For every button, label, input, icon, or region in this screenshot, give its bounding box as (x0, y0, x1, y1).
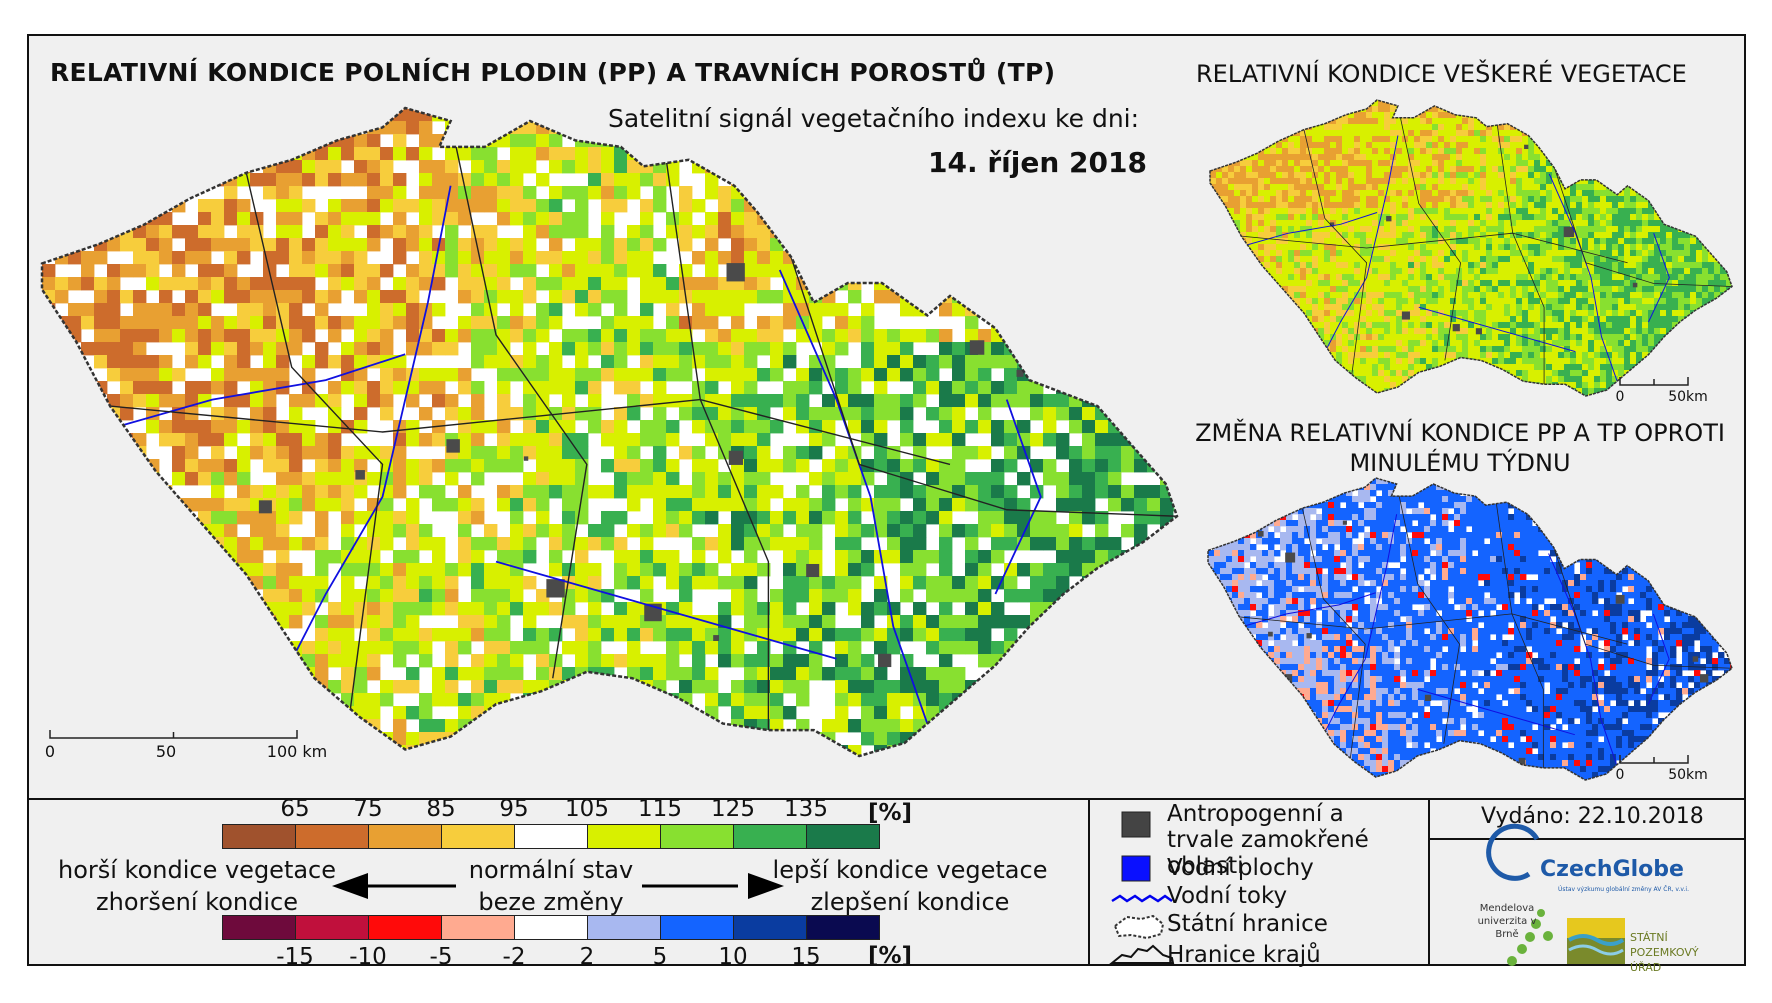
scale-tick-label: 2 (579, 944, 595, 970)
scale-bars (49, 377, 1689, 764)
scale-label: 50 (155, 742, 177, 761)
condition-color-swatch (295, 824, 369, 849)
better-change-label: zlepšení kondice (810, 888, 1010, 916)
czechglobe-subtitle: Ústav výzkumu globální změny AV ČR, v.v.… (1558, 886, 1689, 893)
main-title: RELATIVNÍ KONDICE POLNÍCH PLODIN (PP) A … (50, 58, 1056, 87)
condition-color-swatch (587, 824, 661, 849)
spu-logo: STÁTNÍ POZEMKOVÝ ÚŘAD (1630, 931, 1699, 974)
scale-tick-label: 85 (426, 796, 456, 822)
condition-color-swatch (441, 824, 515, 849)
scale-label: 0 (1615, 767, 1625, 783)
scale-tick-label: -10 (349, 944, 387, 970)
change-color-swatch (514, 915, 588, 940)
condition-color-swatch (733, 824, 807, 849)
scale-tick-label: 15 (791, 944, 821, 970)
no-change-label: beze změny (478, 888, 624, 916)
scale-tick-label: 115 (638, 796, 682, 822)
scale-tick-label: 105 (565, 796, 609, 822)
issued-date: Vydáno: 22.10.2018 (1481, 804, 1704, 829)
condition-unit: [%] (867, 800, 913, 826)
change-color-swatch (441, 915, 515, 940)
main-condition-map (40, 106, 1179, 758)
scale-tick-label: 75 (353, 796, 383, 822)
vegetation-scale-bar (1619, 377, 1689, 386)
scale-tick-label: 95 (499, 796, 529, 822)
scale-tick-label: 65 (280, 796, 310, 822)
scale-tick-label: 5 (652, 944, 668, 970)
date-title: 14. říjen 2018 (928, 146, 1147, 179)
worse-change-label: zhoršení kondice (96, 888, 298, 916)
czechglobe-logo: CzechGlobe (1540, 857, 1684, 882)
change-color-swatch (660, 915, 734, 940)
change-color-swatch (733, 915, 807, 940)
better-vegetation-label: lepší kondice vegetace (772, 856, 1048, 884)
state-border-label: Státní hranice (1167, 911, 1328, 937)
condition-color-swatch (368, 824, 442, 849)
scale-tick-label: -15 (276, 944, 314, 970)
condition-color-swatch (514, 824, 588, 849)
legend-divider (1428, 798, 1430, 966)
change-map-title: ZMĚNA RELATIVNÍ KONDICE PP A TP OPROTI M… (1195, 419, 1725, 477)
condition-color-swatch (806, 824, 880, 849)
anthropogenic-label: Antropogenní a trvale zamokřené oblasti (1167, 801, 1369, 879)
scale-label: 100 km (266, 742, 328, 761)
change-color-swatch (368, 915, 442, 940)
scale-label: 0 (44, 742, 56, 761)
scale-label: 50km (1668, 767, 1708, 783)
state-border (1207, 477, 1733, 781)
change-color-swatch (806, 915, 880, 940)
river-label: Vodní toky (1167, 883, 1288, 909)
scale-label: 0 (1615, 389, 1625, 405)
condition-color-swatch (222, 824, 296, 849)
scale-tick-label: 10 (718, 944, 748, 970)
change-color-swatch (295, 915, 369, 940)
scale-label: 50km (1668, 389, 1708, 405)
scale-tick-label: 125 (711, 796, 755, 822)
normal-state-label: normální stav (468, 856, 634, 884)
main-scale-bar (49, 730, 298, 739)
condition-color-swatch (660, 824, 734, 849)
legend-panel (27, 798, 1746, 968)
state-border (40, 106, 1179, 758)
condition-change-map (1207, 477, 1733, 781)
vegetation-map-title: RELATIVNÍ KONDICE VEŠKERÉ VEGETACE (1196, 60, 1687, 88)
mendel-logo: Mendelova univerzita v Brně (1477, 903, 1537, 940)
legend-divider (1088, 798, 1090, 966)
region-border-label: Hranice krajů (1167, 942, 1321, 968)
scale-tick-label: -2 (502, 944, 526, 970)
state-border (1209, 99, 1733, 397)
water-label: Vodní plochy (1167, 855, 1314, 881)
legend-divider (1428, 838, 1746, 840)
vegetation-condition-map (1209, 99, 1733, 397)
scale-tick-label: 135 (784, 796, 828, 822)
change-color-swatch (587, 915, 661, 940)
subtitle: Satelitní signál vegetačního indexu ke d… (608, 104, 1140, 133)
worse-vegetation-label: horší kondice vegetace (57, 856, 337, 884)
scale-tick-label: -5 (429, 944, 453, 970)
change-unit: [%] (867, 943, 913, 969)
change-scale-bar (1619, 755, 1689, 764)
change-color-swatch (222, 915, 296, 940)
